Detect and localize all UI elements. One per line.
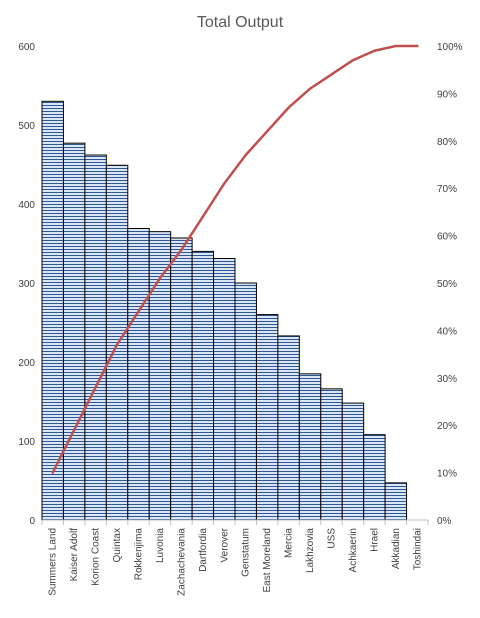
y2-tick-label: 80% <box>437 137 457 148</box>
bar <box>127 227 150 521</box>
bar <box>320 388 343 521</box>
bar <box>213 258 236 521</box>
y-tick-label: 0 <box>29 516 35 527</box>
y2-tick-label: 20% <box>437 421 457 432</box>
chart-title: Total Output <box>197 14 284 31</box>
x-tick-label: Zachachevania <box>176 528 187 596</box>
right-axis-ticks: 0% 10% 20% 30% 40% 50% 60% 70% 80% 90% 100% <box>437 42 463 527</box>
y2-tick-label: 60% <box>437 232 457 243</box>
x-tick-label: Hrael <box>369 528 380 552</box>
x-tick-label: Mercia <box>284 528 295 558</box>
x-tick-label: Genstatum <box>241 528 252 577</box>
bar <box>341 402 365 521</box>
x-tick-label: USS <box>327 528 338 549</box>
y-tick-label: 100 <box>18 437 35 448</box>
bar <box>255 314 279 521</box>
y-tick-label: 300 <box>18 279 35 290</box>
x-tick-label: Achkaerin <box>348 528 359 572</box>
y-tick-label: 500 <box>18 121 35 132</box>
x-tick-label: Summers Land <box>48 528 59 596</box>
y-tick-label: 400 <box>18 200 35 211</box>
x-tick-label: Lakhzovia <box>305 528 316 573</box>
bar <box>62 142 86 521</box>
x-tick-label: Luvonia <box>155 528 166 563</box>
bar <box>84 154 107 521</box>
y2-tick-label: 50% <box>437 279 457 290</box>
x-tick-label: Toshindai <box>412 528 423 570</box>
bar <box>234 282 257 521</box>
bars-layer <box>41 100 408 521</box>
bar <box>170 237 193 521</box>
x-axis-ticks: Summers Land Kaiser Adolf Korion Coast Quin… <box>48 527 424 595</box>
axes-layer <box>41 519 429 525</box>
y2-tick-label: 40% <box>437 326 457 337</box>
bar <box>148 231 172 521</box>
y2-tick-label: 100% <box>437 42 463 53</box>
bar <box>384 482 408 521</box>
bar <box>191 250 215 521</box>
x-tick-label: Quintax <box>112 528 123 562</box>
x-tick-label: Korion Coast <box>91 528 102 586</box>
line-layer <box>51 44 419 474</box>
y-tick-label: 200 <box>18 358 35 369</box>
left-axis-ticks: 0 100 200 300 400 500 600 <box>18 42 35 527</box>
bar <box>298 373 322 521</box>
y2-tick-label: 70% <box>437 184 457 195</box>
x-tick-label: Akkadian <box>391 528 402 569</box>
bar <box>277 335 300 521</box>
x-tick-label: East Moreland <box>262 528 273 592</box>
cumulative-line <box>51 44 419 474</box>
x-tick-label: Verover <box>219 527 230 562</box>
y2-tick-label: 90% <box>437 89 457 100</box>
y-tick-label: 600 <box>18 42 35 53</box>
y2-tick-label: 0% <box>437 516 452 527</box>
y2-tick-label: 10% <box>437 469 457 480</box>
x-tick-label: Dartfordia <box>198 528 209 572</box>
x-tick-label: Rokkenjima <box>134 528 145 581</box>
x-tick-label: Kaiser Adolf <box>69 528 80 582</box>
bar <box>363 434 386 521</box>
y2-tick-label: 30% <box>437 374 457 385</box>
